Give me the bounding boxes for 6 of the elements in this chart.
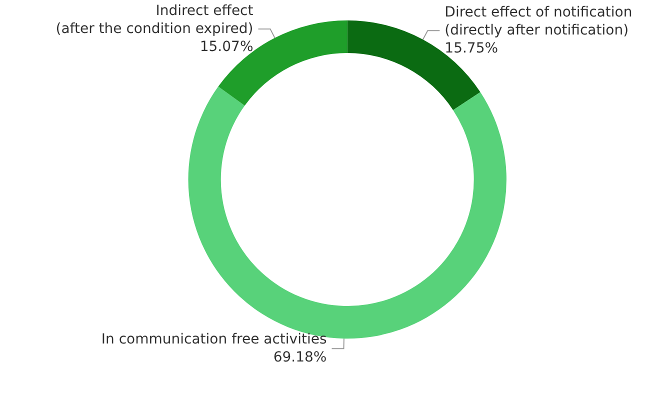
- slice-label: In communication free activities: [101, 332, 327, 348]
- data-label: 15.75%: [444, 40, 498, 57]
- data-label: 69.18%: [273, 350, 327, 366]
- slice-label: Indirect effect (after the condition expired): [56, 3, 254, 37]
- slice-label: Direct effect of notification (directly after notification): [444, 4, 632, 39]
- data-label: 15.07%: [200, 39, 254, 55]
